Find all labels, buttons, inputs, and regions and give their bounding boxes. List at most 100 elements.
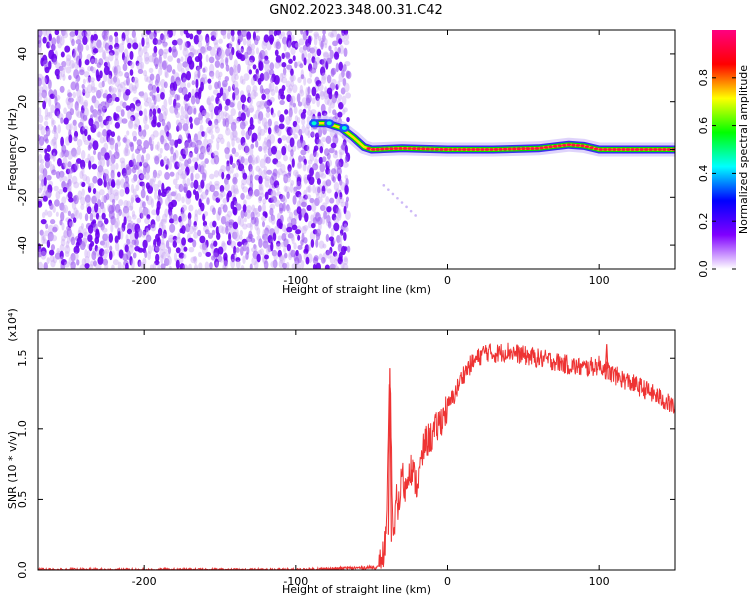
noise-blob (88, 243, 93, 252)
noise-blob (317, 196, 323, 204)
noise-blob (137, 47, 144, 57)
noise-blob (154, 144, 159, 150)
noise-blob (157, 153, 162, 159)
noise-blob (38, 200, 43, 208)
noise-blob (224, 213, 231, 223)
noise-blob (231, 163, 236, 169)
noise-blob (204, 229, 210, 235)
noise-blob (305, 186, 311, 193)
noise-blob (119, 188, 125, 197)
noise-blob (164, 68, 168, 78)
noise-blob (344, 184, 349, 195)
ridge-peak (480, 148, 485, 151)
noise-blob (293, 133, 298, 140)
noise-blob (288, 107, 293, 118)
noise-blob (202, 242, 208, 251)
noise-blob (79, 69, 85, 76)
noise-blob (217, 133, 224, 140)
noise-blob (84, 107, 89, 117)
noise-blob (197, 90, 202, 100)
noise-blob (212, 89, 219, 95)
top-xtick-label: 0 (444, 274, 451, 287)
noise-blob (319, 204, 326, 211)
noise-blob (61, 162, 66, 170)
noise-blob (105, 239, 110, 249)
ridge-peak (530, 147, 535, 150)
noise-blob (319, 146, 324, 154)
noise-blob (52, 256, 58, 264)
noise-blob (102, 104, 109, 110)
noise-blob (104, 262, 109, 269)
noise-blob (67, 178, 72, 187)
noise-blob (270, 241, 274, 252)
noise-blob (166, 121, 171, 131)
noise-blob (155, 214, 161, 222)
noise-blob (270, 215, 276, 225)
noise-blob (281, 36, 288, 45)
noise-blob (269, 37, 274, 45)
noise-blob (189, 150, 193, 158)
noise-blob (173, 218, 179, 225)
noise-blob (232, 80, 239, 90)
noise-blob (60, 117, 64, 124)
noise-blob (233, 245, 237, 256)
noise-blob (162, 110, 167, 121)
noise-blob (237, 241, 242, 247)
noise-blob (167, 246, 172, 255)
noise-blob (54, 252, 61, 260)
noise-blob (175, 102, 181, 108)
noise-blob (256, 100, 263, 108)
ridge-peak (407, 147, 412, 150)
noise-blob (180, 163, 186, 171)
noise-blob (157, 180, 162, 188)
noise-blob (329, 49, 334, 60)
noise-blob (306, 109, 313, 117)
noise-blob (126, 200, 131, 208)
stray-dot (391, 192, 395, 196)
noise-blob (338, 38, 343, 45)
noise-blob (261, 220, 266, 228)
noise-blob (116, 180, 121, 190)
noise-blob (341, 95, 347, 106)
noise-blob (313, 33, 320, 39)
noise-blob (321, 110, 328, 117)
ridge-peak (380, 147, 385, 151)
noise-blob (220, 110, 225, 121)
noise-blob (306, 58, 311, 65)
noise-blob (67, 150, 74, 160)
noise-blob (47, 231, 54, 242)
noise-blob (140, 189, 146, 199)
noise-blob (201, 109, 207, 116)
noise-blob (164, 208, 169, 218)
noise-blob (254, 30, 260, 34)
noise-blob (82, 237, 88, 244)
noise-blob (90, 55, 96, 65)
noise-blob (281, 84, 286, 92)
noise-blob (52, 205, 56, 214)
noise-blob (194, 146, 199, 155)
noise-blob (274, 125, 280, 134)
noise-blob (47, 83, 52, 91)
noise-blob (281, 224, 287, 233)
noise-blob (298, 128, 303, 136)
noise-blob (40, 218, 47, 225)
noise-blob (322, 30, 326, 35)
noise-blob (101, 212, 106, 220)
noise-blob (73, 135, 78, 142)
noise-blob (342, 161, 349, 168)
noise-blob (271, 112, 276, 118)
noise-blob (234, 231, 240, 242)
noise-blob (187, 212, 192, 220)
noise-blob (281, 145, 287, 156)
noise-blob (79, 240, 86, 251)
noise-blob (142, 45, 148, 55)
noise-blob (250, 49, 255, 56)
noise-blob (167, 193, 173, 202)
noise-blob (62, 156, 68, 167)
noise-blob (179, 30, 184, 36)
noise-blob (180, 206, 185, 215)
noise-blob (102, 129, 108, 137)
noise-blob (49, 255, 55, 263)
noise-blob (294, 42, 301, 48)
noise-blob (185, 166, 190, 176)
